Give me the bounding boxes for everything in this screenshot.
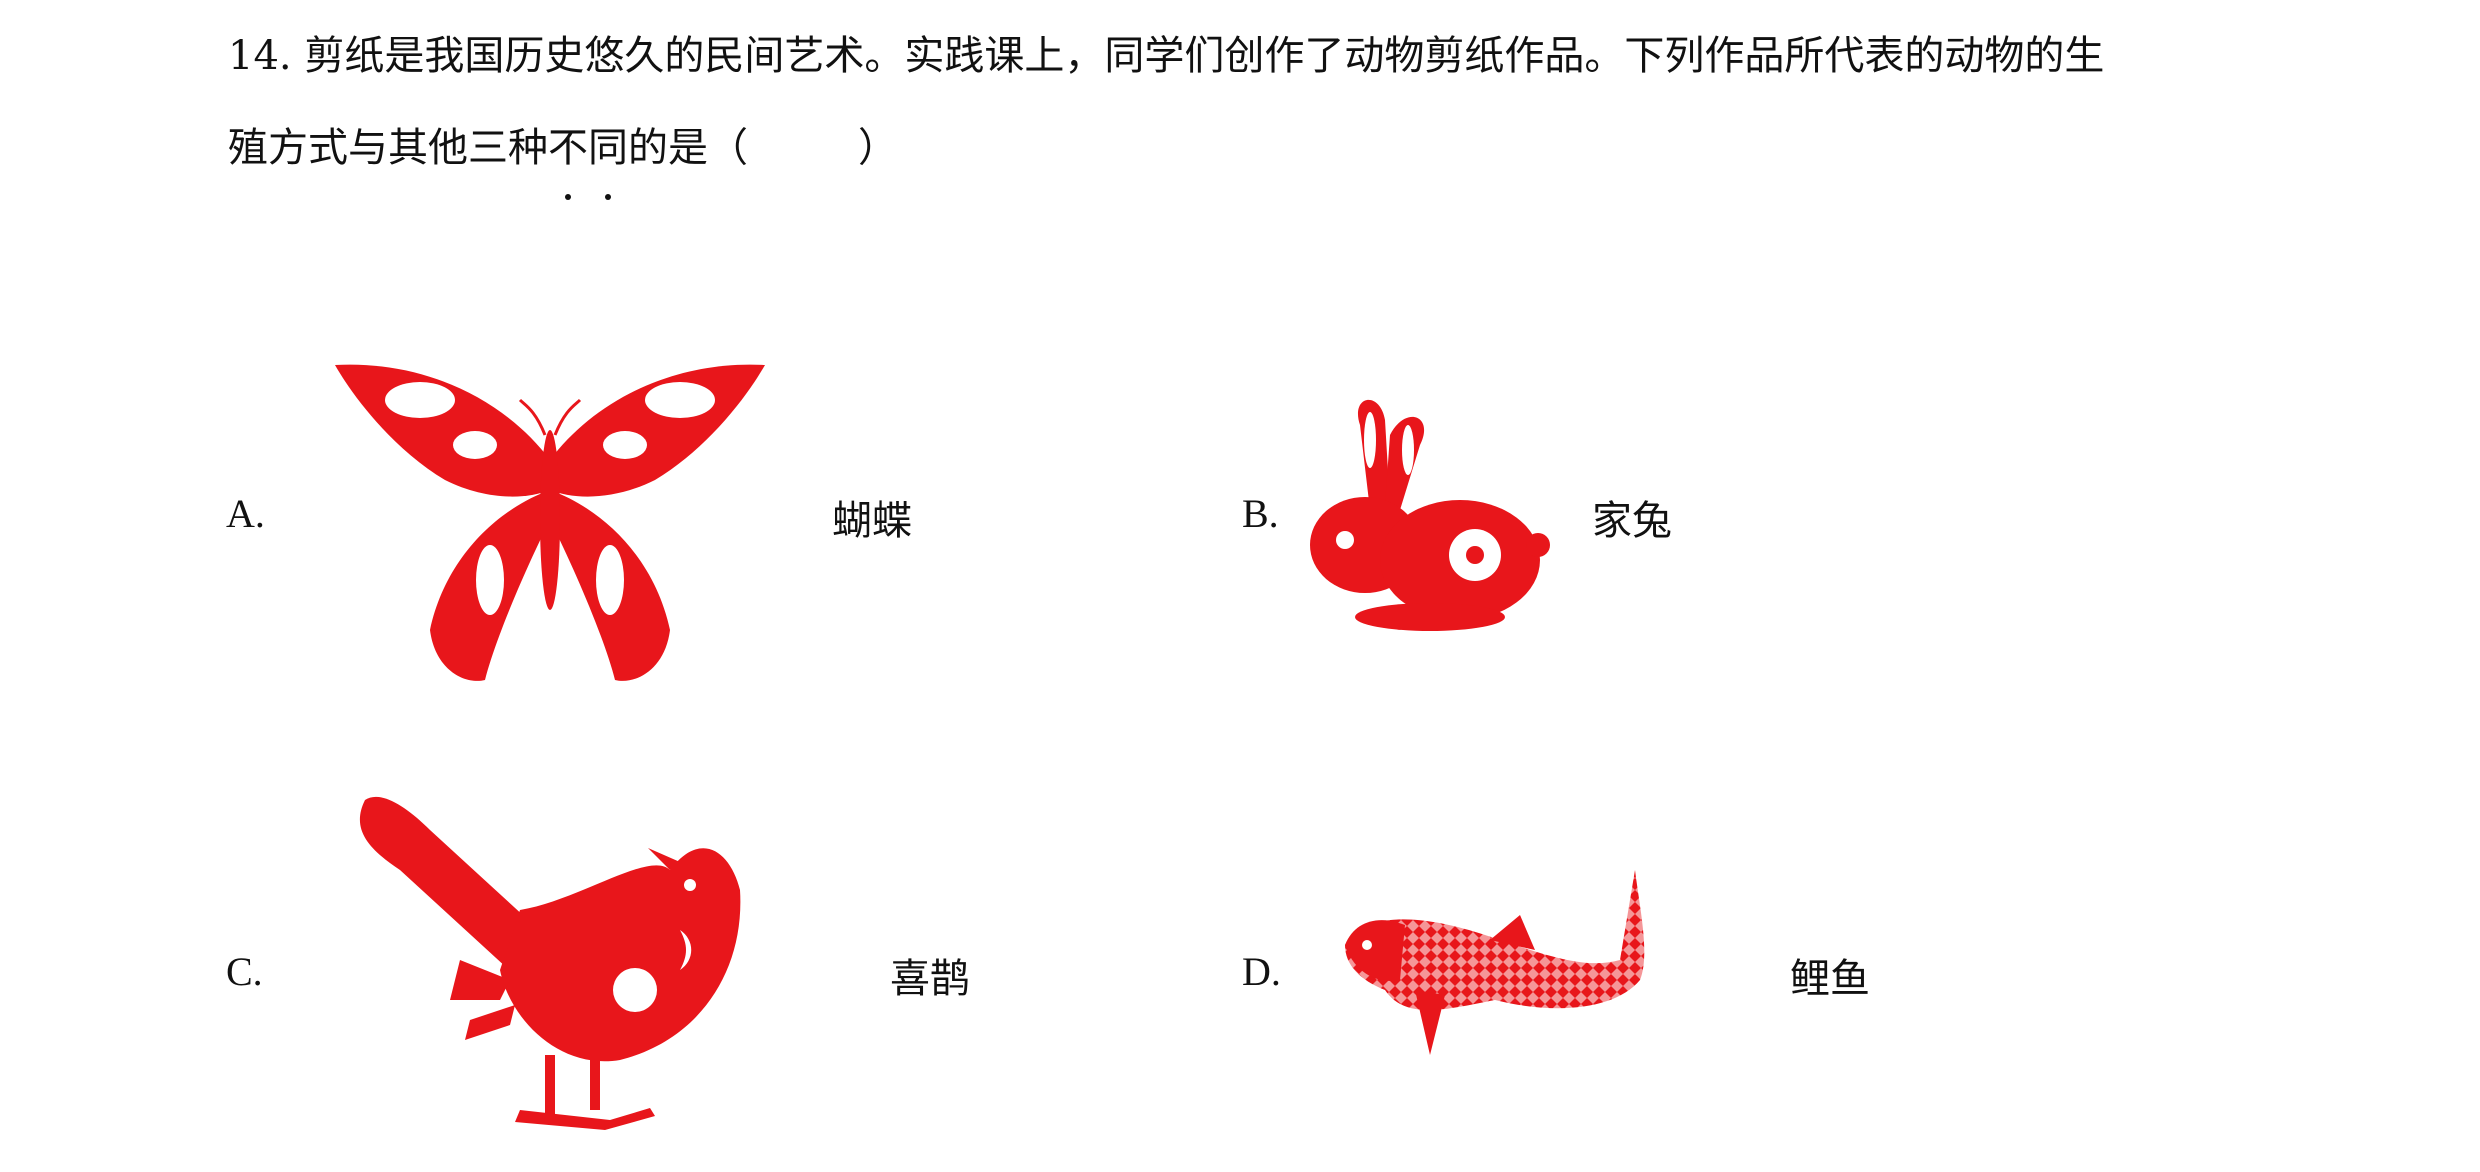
- butterfly-papercut-icon: [325, 340, 775, 700]
- option-a-name: 蝴蝶: [832, 498, 912, 544]
- option-c-letter: C.: [226, 949, 263, 994]
- emphasis-dot-char: 不: [548, 102, 588, 200]
- magpie-papercut-icon: [350, 790, 750, 1150]
- option-d-name: 鲤鱼: [1790, 956, 1870, 1002]
- carp-papercut-icon: [1335, 860, 1655, 1080]
- rabbit-papercut-icon: [1300, 395, 1550, 635]
- option-d-letter: D.: [1242, 949, 1281, 994]
- option-b-letter: B.: [1242, 491, 1279, 536]
- question-stem: 14. 剪纸是我国历史悠久的民间艺术。实践课上，同学们创作了动物剪纸作品。下列作…: [228, 10, 2378, 200]
- option-b-name: 家兔: [1592, 498, 1672, 544]
- emphasis-dot-char: 同: [588, 102, 628, 200]
- question-number: 14.: [228, 33, 292, 79]
- question-line-1: 14. 剪纸是我国历史悠久的民间艺术。实践课上，同学们创作了动物剪纸作品。下列作…: [228, 33, 2105, 79]
- option-c-name: 喜鹊: [890, 956, 970, 1002]
- question-line-2: 殖方式与其他三种不同的是（）: [228, 102, 2378, 200]
- option-a-letter: A.: [226, 491, 265, 536]
